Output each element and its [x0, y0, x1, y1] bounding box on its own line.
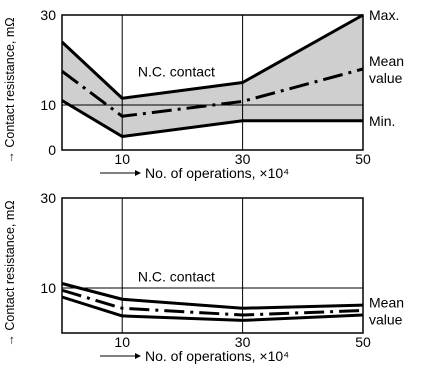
x-axis-arrowhead — [135, 353, 141, 359]
series-label-line: value — [369, 312, 403, 328]
plot-frame — [61, 14, 364, 151]
series-label-line: value — [369, 70, 403, 86]
y-tick-label: 10 — [40, 97, 56, 113]
x-tick-label: 50 — [355, 151, 371, 167]
x-tick-label: 30 — [235, 334, 251, 350]
x-tick-label: 30 — [235, 151, 251, 167]
x-tick-label: 10 — [114, 151, 130, 167]
series-label: Mean value — [369, 295, 404, 328]
series-line-3 — [61, 295, 364, 322]
x-axis-arrowhead — [135, 170, 141, 176]
x-tick-label: 10 — [114, 334, 130, 350]
series-line-3 — [61, 99, 363, 138]
y-tick-label: 0 — [48, 142, 56, 158]
x-axis-label: No. of operations, ×10⁴ — [145, 165, 289, 181]
y-tick-label: 30 — [40, 7, 56, 23]
series-line-1 — [60, 13, 364, 100]
series-line-2 — [61, 67, 364, 118]
annotation-nc-contact: N.C. contact — [138, 268, 215, 284]
series-label-line: Mean — [369, 53, 404, 69]
annotation-nc-contact: N.C. contact — [138, 64, 215, 80]
series-label: Mean value — [369, 53, 404, 86]
y-tick-label: 10 — [40, 280, 56, 296]
x-tick-label: 50 — [355, 334, 371, 350]
series-label-line: Mean — [369, 295, 404, 311]
chart-panel-1: 0 10 30 10 30 50 → Contact resistance, mΩ No. o… — [3, 7, 404, 181]
chart-panel-2: 10 30 10 30 50 → Contact resistance, mΩ No. of… — [3, 190, 404, 364]
x-axis-label: No. of operations, ×10⁴ — [145, 348, 289, 364]
series-label: Max. — [369, 7, 399, 23]
series-label-line: Min. — [369, 113, 395, 129]
series-line-1 — [61, 282, 364, 310]
y-tick-label: 30 — [40, 190, 56, 206]
plot-frame — [61, 197, 364, 334]
series-label-line: Max. — [369, 7, 399, 23]
y-axis-label: → Contact resistance, mΩ — [3, 17, 17, 163]
series-line-2 — [61, 288, 364, 317]
range-band — [62, 15, 363, 137]
series-label: Min. — [369, 113, 395, 129]
y-axis-label: → Contact resistance, mΩ — [3, 200, 17, 346]
